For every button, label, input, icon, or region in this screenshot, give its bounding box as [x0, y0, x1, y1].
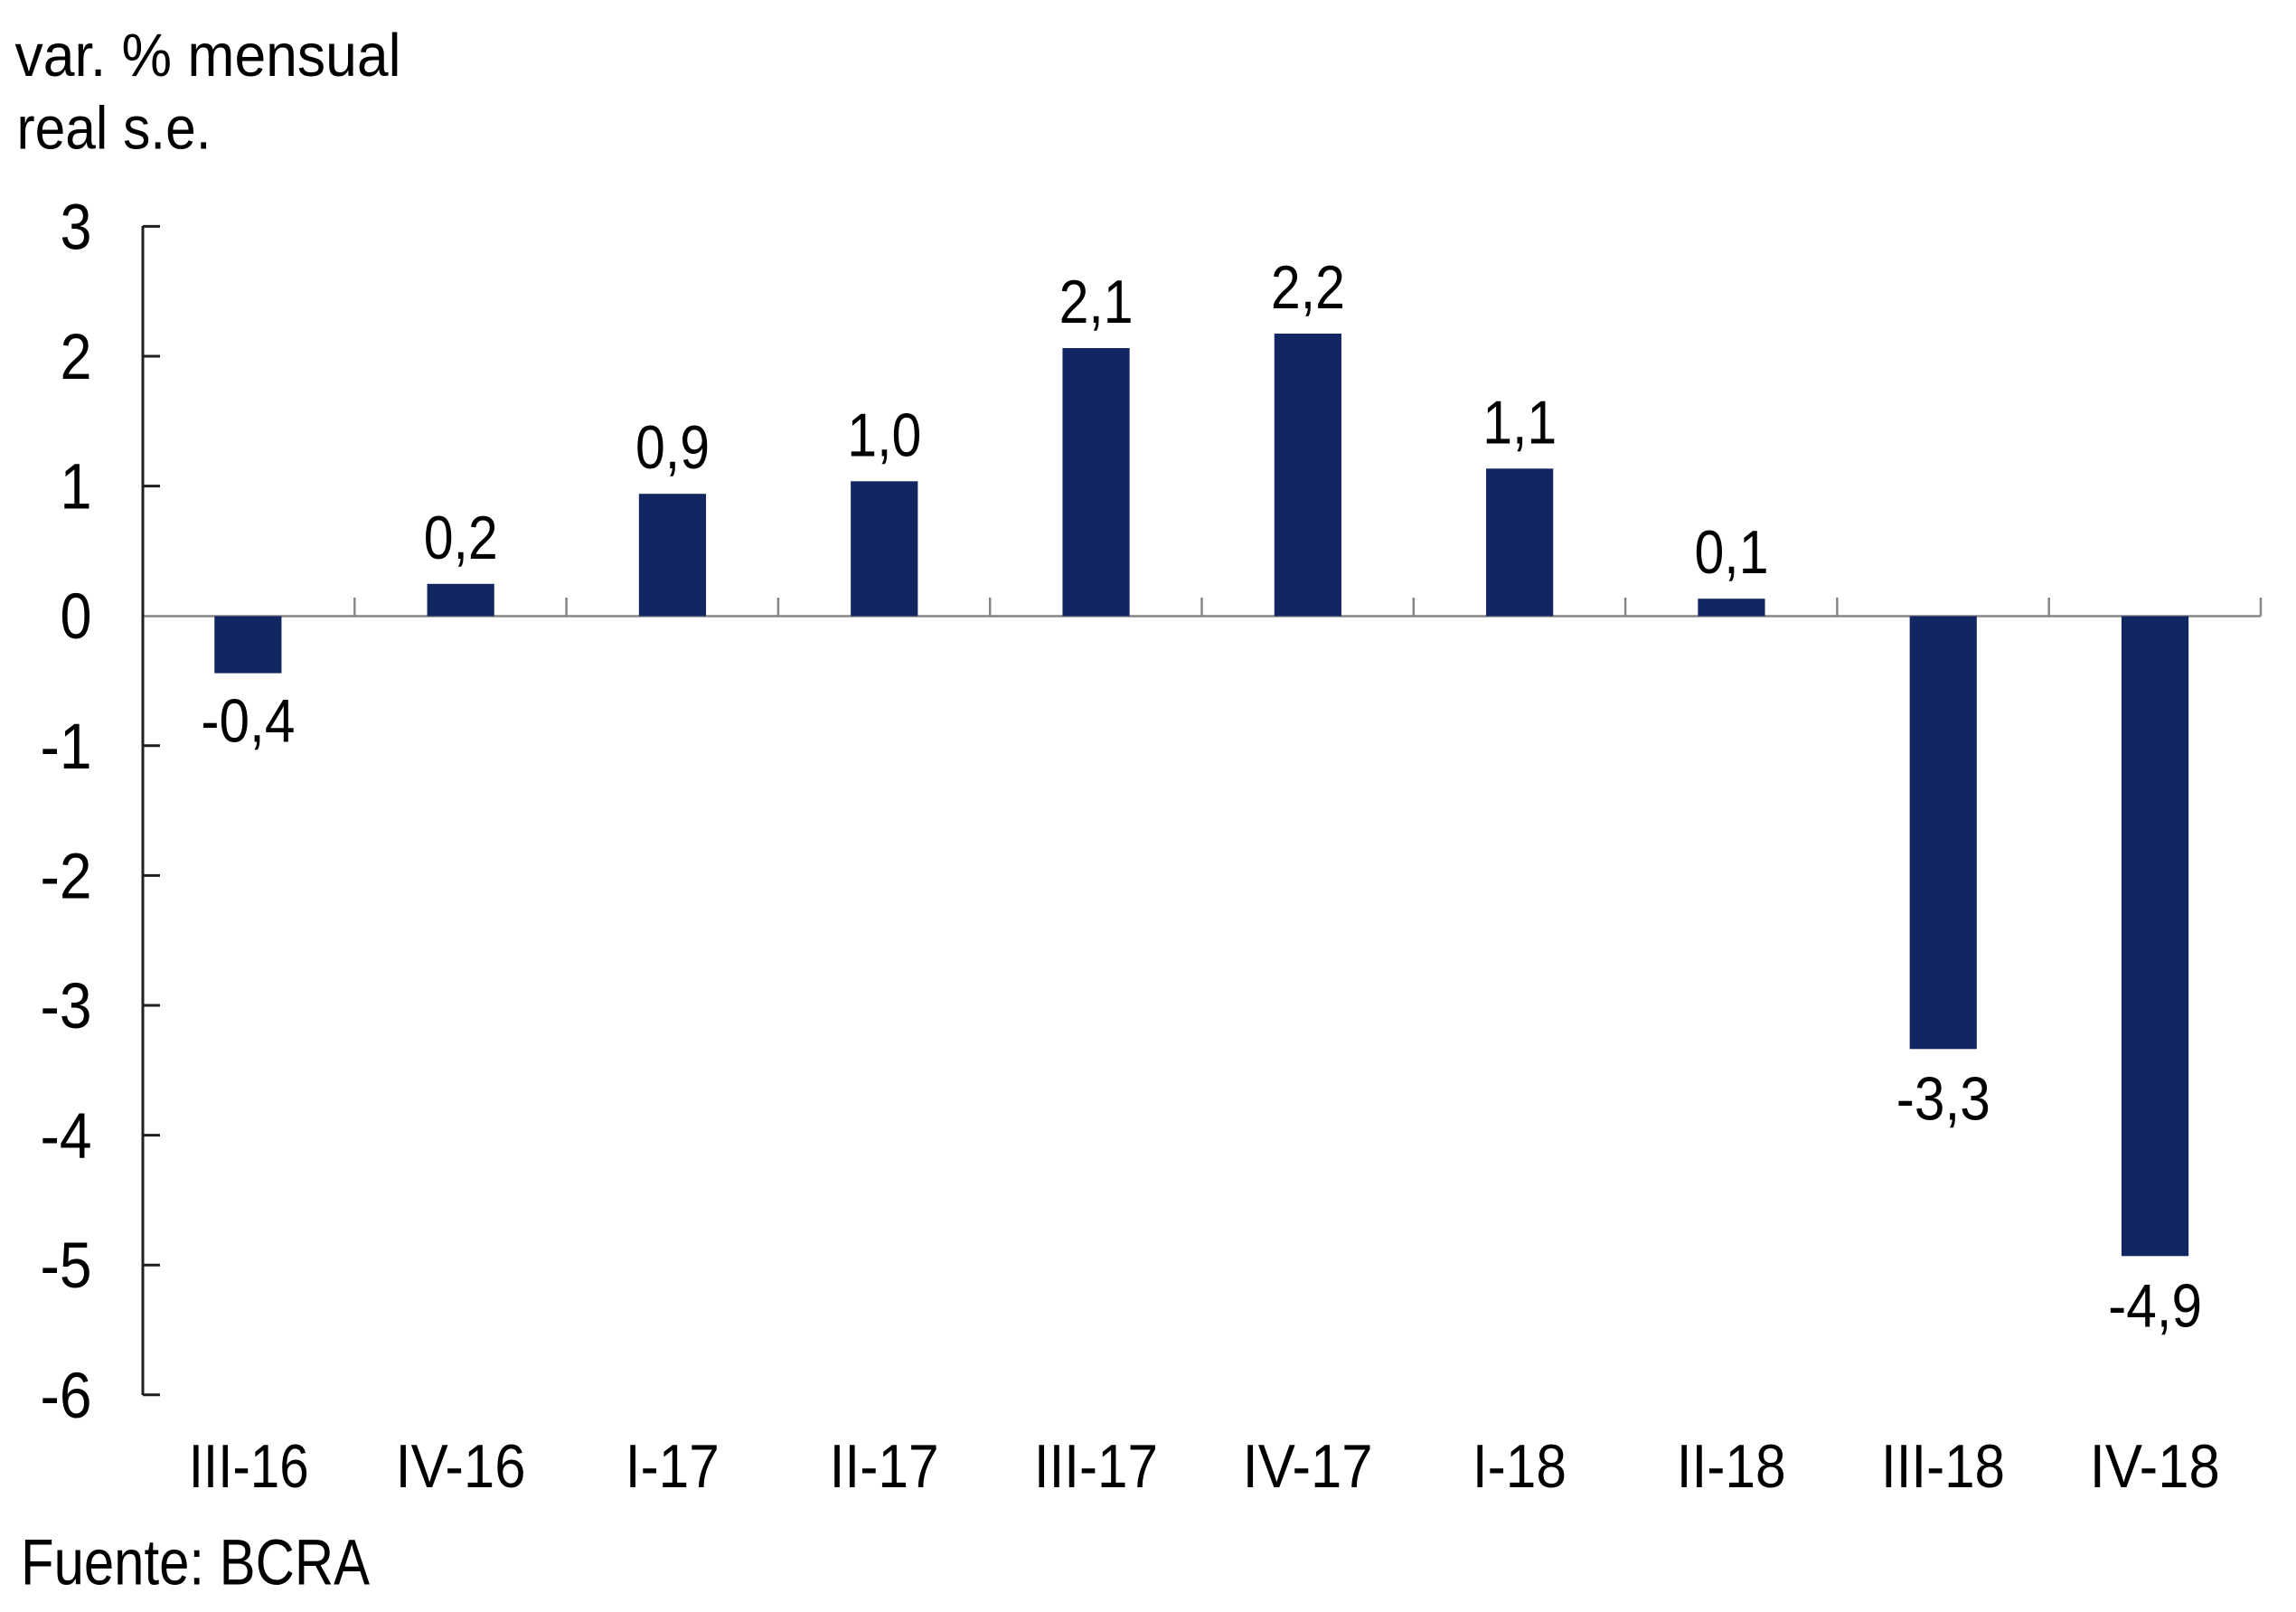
svg-text:I-18: I-18 — [1473, 1432, 1567, 1501]
svg-text:-2: -2 — [41, 841, 92, 912]
svg-text:-4,9: -4,9 — [2108, 1271, 2202, 1340]
svg-text:1: 1 — [61, 452, 92, 523]
svg-text:-1: -1 — [41, 712, 92, 783]
svg-text:1,0: 1,0 — [847, 401, 921, 469]
svg-text:0,1: 0,1 — [1695, 518, 1769, 587]
svg-text:-3,3: -3,3 — [1896, 1064, 1990, 1133]
svg-text:IV-16: IV-16 — [396, 1432, 526, 1501]
svg-text:0,9: 0,9 — [635, 413, 710, 482]
svg-text:var. % mensual: var. % mensual — [15, 22, 401, 90]
svg-text:-3: -3 — [41, 971, 92, 1042]
svg-text:1,1: 1,1 — [1482, 388, 1557, 457]
svg-text:2: 2 — [61, 322, 92, 393]
svg-text:-6: -6 — [41, 1361, 92, 1432]
svg-text:IV-17: IV-17 — [1243, 1432, 1373, 1501]
svg-text:2,2: 2,2 — [1271, 253, 1345, 322]
svg-text:2,1: 2,1 — [1059, 268, 1134, 336]
svg-text:-5: -5 — [41, 1230, 92, 1302]
svg-text:IV-18: IV-18 — [2090, 1432, 2220, 1501]
svg-text:III-17: III-17 — [1034, 1432, 1158, 1501]
svg-text:I-17: I-17 — [626, 1432, 720, 1501]
svg-text:real s.e.: real s.e. — [17, 95, 212, 163]
svg-text:0: 0 — [61, 581, 92, 653]
svg-text:-4: -4 — [41, 1101, 92, 1173]
svg-text:III-18: III-18 — [1881, 1432, 2005, 1501]
svg-text:III-16: III-16 — [189, 1432, 309, 1501]
svg-text:Fuente: BCRA: Fuente: BCRA — [21, 1527, 370, 1599]
svg-text:II-17: II-17 — [830, 1432, 939, 1501]
svg-text:-0,4: -0,4 — [201, 687, 295, 756]
svg-text:0,2: 0,2 — [424, 504, 498, 572]
svg-text:II-18: II-18 — [1677, 1432, 1786, 1501]
svg-text:3: 3 — [61, 192, 92, 263]
